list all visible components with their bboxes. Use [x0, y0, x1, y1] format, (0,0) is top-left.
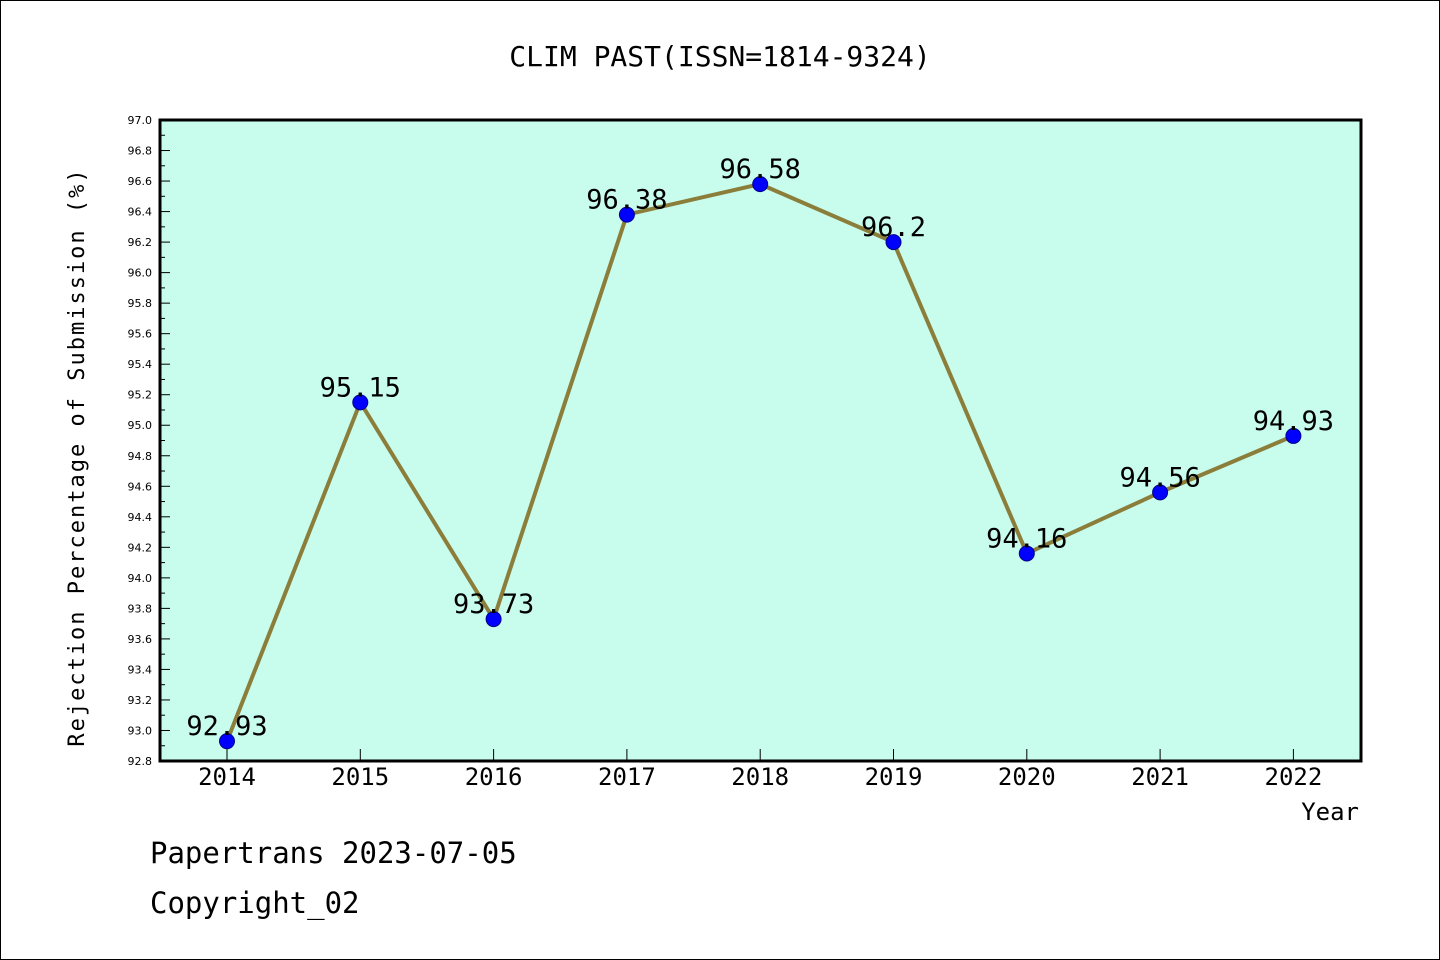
data-point-marker: [1018, 545, 1035, 562]
y-tick-label: 93.4: [128, 663, 153, 676]
data-point-label: 94.56: [1119, 462, 1200, 493]
data-point-label: 94.16: [986, 523, 1067, 554]
y-tick-label: 95.4: [128, 358, 153, 371]
y-tick-label: 96.4: [128, 206, 153, 219]
x-tick-label: 2016: [465, 763, 523, 791]
y-tick-label: 97.0: [128, 114, 153, 127]
x-tick-label: 2015: [331, 763, 389, 791]
y-tick-label: 96.2: [128, 236, 153, 249]
x-tick-label: 2021: [1131, 763, 1189, 791]
data-point-label: 93.73: [453, 589, 534, 620]
y-tick-label: 93.2: [128, 694, 153, 707]
data-point-label: 96.38: [586, 185, 667, 216]
x-tick-label: 2017: [598, 763, 656, 791]
x-axis-ticks: 2014 2015 2016 2017 2018 2019 2020 2021 2022: [198, 749, 1322, 791]
y-tick-label: 93.8: [128, 602, 153, 615]
y-axis-ticks: 92.8 93.0 93.2 93.4 93.6 93.8 94.0 94.2 94.4 94.6…: [128, 114, 170, 768]
y-tick-label: 96.6: [128, 175, 153, 188]
data-point-marker: [1285, 427, 1302, 444]
y-tick-label: 93.0: [128, 724, 153, 737]
x-tick-label: 2014: [198, 763, 256, 791]
x-tick-label: 2019: [865, 763, 923, 791]
data-point-marker: [352, 394, 369, 411]
plot-border: [158, 118, 1363, 763]
x-tick-label: 2020: [998, 763, 1056, 791]
y-tick-label: 95.2: [128, 389, 153, 402]
data-point-label: 96.2: [861, 212, 926, 243]
y-tick-label: 95.0: [128, 419, 153, 432]
y-tick-label: 94.8: [128, 450, 153, 463]
data-point-marker: [885, 234, 902, 251]
data-point-label: 94.93: [1253, 406, 1334, 437]
y-tick-label: 94.6: [128, 480, 153, 493]
y-tick-label: 93.6: [128, 633, 153, 646]
y-tick-label: 94.2: [128, 541, 153, 554]
x-tick-label: 2022: [1265, 763, 1323, 791]
data-point-label: 96.58: [720, 154, 801, 185]
y-tick-label: 94.4: [128, 511, 153, 524]
y-tick-label: 95.8: [128, 297, 153, 310]
y-axis-label: Rejection Percentage of Submission (%): [65, 167, 90, 746]
y-tick-label: 92.8: [128, 755, 153, 768]
data-point-marker: [219, 733, 235, 750]
x-axis-label: Year: [1301, 798, 1359, 826]
data-point-marker: [618, 206, 635, 223]
plot-area: [160, 120, 1361, 761]
data-point-marker: [485, 611, 502, 628]
data-point-marker: [1152, 484, 1169, 501]
y-tick-label: 95.6: [128, 328, 153, 341]
footer-copyright-text: Copyright_02: [150, 886, 360, 921]
data-point-label: 95.15: [320, 372, 401, 403]
y-tick-label: 96.8: [128, 145, 153, 158]
data-point-label: 92.93: [186, 711, 267, 742]
data-labels: 92.93 95.15 93.73 96.38 96.58 96.2 94.16 94.56 9…: [186, 154, 1334, 742]
data-markers: [219, 176, 1302, 750]
y-tick-label: 96.0: [128, 267, 153, 280]
y-tick-label: 94.0: [128, 572, 153, 585]
data-point-marker: [752, 176, 769, 193]
x-tick-label: 2018: [731, 763, 789, 791]
footer-date-text: Papertrans 2023-07-05: [150, 836, 517, 870]
chart-title: CLIM PAST(ISSN=1814-9324): [509, 40, 930, 73]
